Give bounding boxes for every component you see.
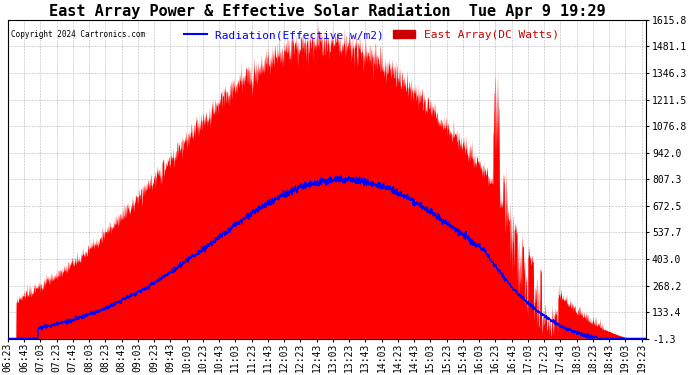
Legend: Radiation(Effective w/m2), East Array(DC Watts): Radiation(Effective w/m2), East Array(DC…: [180, 26, 564, 45]
Text: Copyright 2024 Cartronics.com: Copyright 2024 Cartronics.com: [11, 30, 145, 39]
Title: East Array Power & Effective Solar Radiation  Tue Apr 9 19:29: East Array Power & Effective Solar Radia…: [49, 3, 605, 19]
